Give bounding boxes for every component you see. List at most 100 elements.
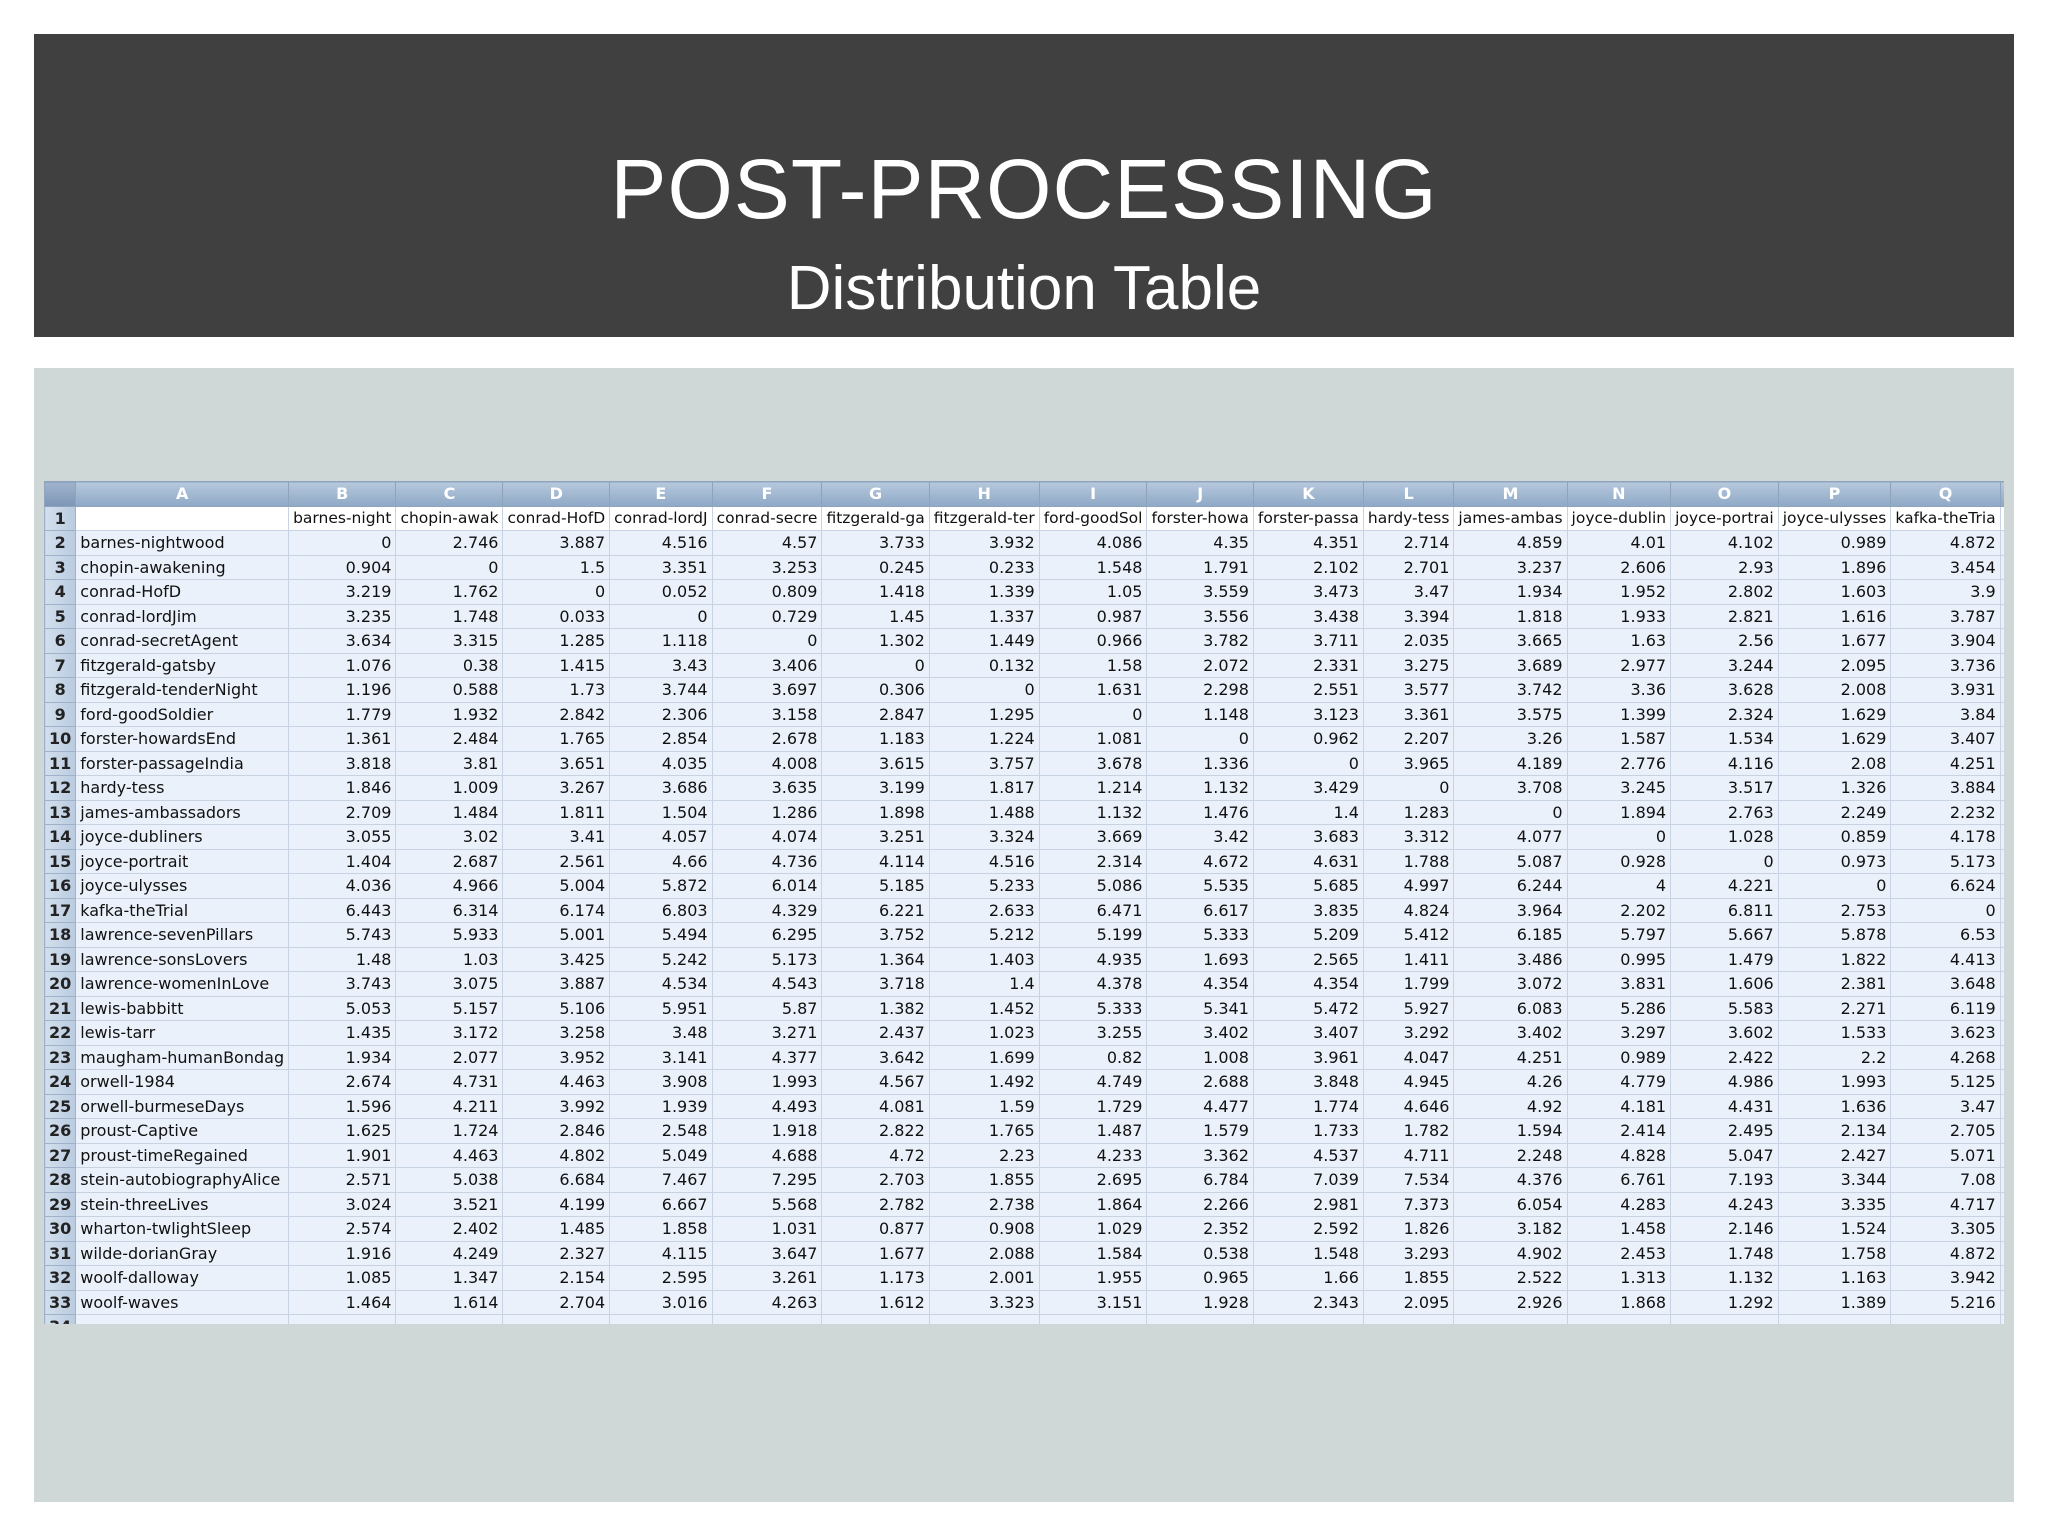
table-cell[interactable]: 2.687	[395, 848, 504, 874]
table-cell[interactable]: 5.168	[1999, 848, 2004, 874]
table-cell[interactable]	[395, 1314, 504, 1324]
table-cell[interactable]: 3.245	[1566, 775, 1672, 801]
table-cell[interactable]	[502, 1314, 611, 1324]
table-cell[interactable]: 1.313	[1566, 1265, 1672, 1291]
row-header[interactable]: 27	[44, 1142, 77, 1168]
table-cell[interactable]: 1.452	[928, 995, 1040, 1021]
table-cell[interactable]: 3.584	[1999, 946, 2004, 972]
table-cell[interactable]: 0	[1566, 824, 1672, 850]
table-cell[interactable]: 1.361	[288, 726, 397, 752]
table-cell[interactable]: 1.076	[288, 652, 397, 678]
table-cell[interactable]: 3.697	[711, 677, 823, 703]
table-cell[interactable]: 4.997	[1362, 873, 1455, 899]
table-cell[interactable]: 3.651	[502, 750, 611, 776]
table-cell[interactable]: 3.297	[1566, 1020, 1672, 1046]
table-cell[interactable]: 0	[1252, 750, 1364, 776]
table-cell[interactable]: 3.275	[1362, 652, 1455, 678]
table-cell[interactable]: 1.733	[1252, 1118, 1364, 1144]
table-cell[interactable]: 1.05	[1038, 579, 1148, 605]
table-cell[interactable]: 3.743	[288, 971, 397, 997]
table-cell[interactable]: 3.016	[609, 1289, 713, 1315]
table-cell[interactable]: 4.351	[1252, 530, 1364, 556]
column-header[interactable]: P	[1777, 481, 1892, 507]
table-cell[interactable]: 2.035	[1362, 628, 1455, 654]
table-cell[interactable]: 1.765	[502, 726, 611, 752]
table-cell[interactable]: 1.758	[1777, 1240, 1892, 1266]
table-cell[interactable]: 6.244	[1453, 873, 1568, 899]
table-cell[interactable]	[1146, 1314, 1254, 1324]
table-cell[interactable]: 0	[1777, 873, 1892, 899]
table-cell[interactable]: 1.614	[395, 1289, 504, 1315]
table-cell[interactable]: 3.344	[1777, 1167, 1892, 1193]
table-cell[interactable]: 1.855	[928, 1167, 1040, 1193]
table-cell[interactable]: 3.055	[288, 824, 397, 850]
table-cell[interactable]: 2.714	[1362, 530, 1455, 556]
table-cell[interactable]: 3.742	[1453, 677, 1568, 703]
table-cell[interactable]: 4.354	[1146, 971, 1254, 997]
table-cell[interactable]: 2.753	[1777, 897, 1892, 923]
table-cell[interactable]: 1.677	[1777, 628, 1892, 654]
table-cell[interactable]: 1.008	[1146, 1044, 1254, 1070]
table-cell[interactable]: 4.377	[711, 1044, 823, 1070]
table-cell[interactable]: 2.729	[1999, 1093, 2004, 1119]
table-cell[interactable]: 4.036	[288, 873, 397, 899]
table-cell[interactable]: 1.389	[1777, 1289, 1892, 1315]
table-cell[interactable]: forster-passageIndia	[75, 750, 290, 776]
table-cell[interactable]: 3.752	[821, 922, 930, 948]
table-cell[interactable]: 2.847	[821, 701, 930, 727]
table-cell[interactable]: 3.942	[1890, 1265, 2001, 1291]
table-cell[interactable]: 1.774	[1252, 1093, 1364, 1119]
table-cell[interactable]: 0.588	[395, 677, 504, 703]
table-cell[interactable]: 1.603	[1777, 579, 1892, 605]
table-cell[interactable]: 2.232	[1890, 799, 2001, 825]
table-cell[interactable]: 3.406	[711, 652, 823, 678]
table-cell[interactable]: 4.008	[711, 750, 823, 776]
table-cell[interactable]: 2.674	[288, 1069, 397, 1095]
table-cell[interactable]: 1.295	[928, 701, 1040, 727]
table-cell[interactable]: 5.685	[1252, 873, 1364, 899]
table-cell[interactable]: 6.811	[1670, 897, 1779, 923]
table-cell[interactable]: 2.381	[1777, 971, 1892, 997]
table-cell[interactable]: 3.84	[1890, 701, 2001, 727]
table-cell[interactable]: 2.134	[1777, 1118, 1892, 1144]
table-cell[interactable]: 5.472	[1252, 995, 1364, 1021]
table-cell[interactable]: kafka-theTrial	[75, 897, 290, 923]
table-cell[interactable]	[1890, 1314, 2001, 1324]
table-cell[interactable]: 1.302	[821, 628, 930, 654]
table-cell[interactable]: joyce-ulysses	[75, 873, 290, 899]
table-cell[interactable]: 1.292	[1670, 1289, 1779, 1315]
table-cell[interactable]: 1.864	[1038, 1191, 1148, 1217]
table-cell[interactable]: 3.559	[1146, 579, 1254, 605]
row-header[interactable]: 15	[44, 848, 77, 874]
table-cell[interactable]: 1.894	[1566, 799, 1672, 825]
table-cell[interactable]: 5.797	[1566, 922, 1672, 948]
table-cell[interactable]	[1670, 1314, 1779, 1324]
table-cell[interactable]: 3.708	[1453, 775, 1568, 801]
table-cell[interactable]: 2.431	[1999, 628, 2004, 654]
table-cell[interactable]: 2.427	[1777, 1142, 1892, 1168]
table-cell[interactable]: 3.123	[1252, 701, 1364, 727]
table-cell[interactable]: 2.077	[395, 1044, 504, 1070]
table-cell[interactable]: 1.916	[288, 1240, 397, 1266]
table-cell[interactable]: 5.233	[928, 873, 1040, 899]
table-cell[interactable]: 1.399	[1566, 701, 1672, 727]
table-cell[interactable]: 2.484	[395, 726, 504, 752]
table-cell[interactable]: fitzgerald-ga	[821, 505, 930, 531]
table-cell[interactable]: 1.898	[821, 799, 930, 825]
table-cell[interactable]: 3.158	[711, 701, 823, 727]
table-cell[interactable]: 2.298	[1146, 677, 1254, 703]
table-cell[interactable]: 1.382	[821, 995, 930, 1021]
table-cell[interactable]: 2.93	[1670, 554, 1779, 580]
table-cell[interactable]: 3.665	[1453, 628, 1568, 654]
table-cell[interactable]: ford-goodSol	[1038, 505, 1148, 531]
table-cell[interactable]: 3.02	[395, 824, 504, 850]
table-cell[interactable]: 3.41	[502, 824, 611, 850]
table-cell[interactable]	[711, 1314, 823, 1324]
table-cell[interactable]: 6.667	[609, 1191, 713, 1217]
table-cell[interactable]: 4.966	[395, 873, 504, 899]
table-cell[interactable]: 4.378	[1038, 971, 1148, 997]
table-cell[interactable]: 2.255	[1999, 971, 2004, 997]
table-cell[interactable]: 2.704	[502, 1289, 611, 1315]
table-cell[interactable]: 4.731	[395, 1069, 504, 1095]
table-cell[interactable]: 3.42	[1146, 824, 1254, 850]
